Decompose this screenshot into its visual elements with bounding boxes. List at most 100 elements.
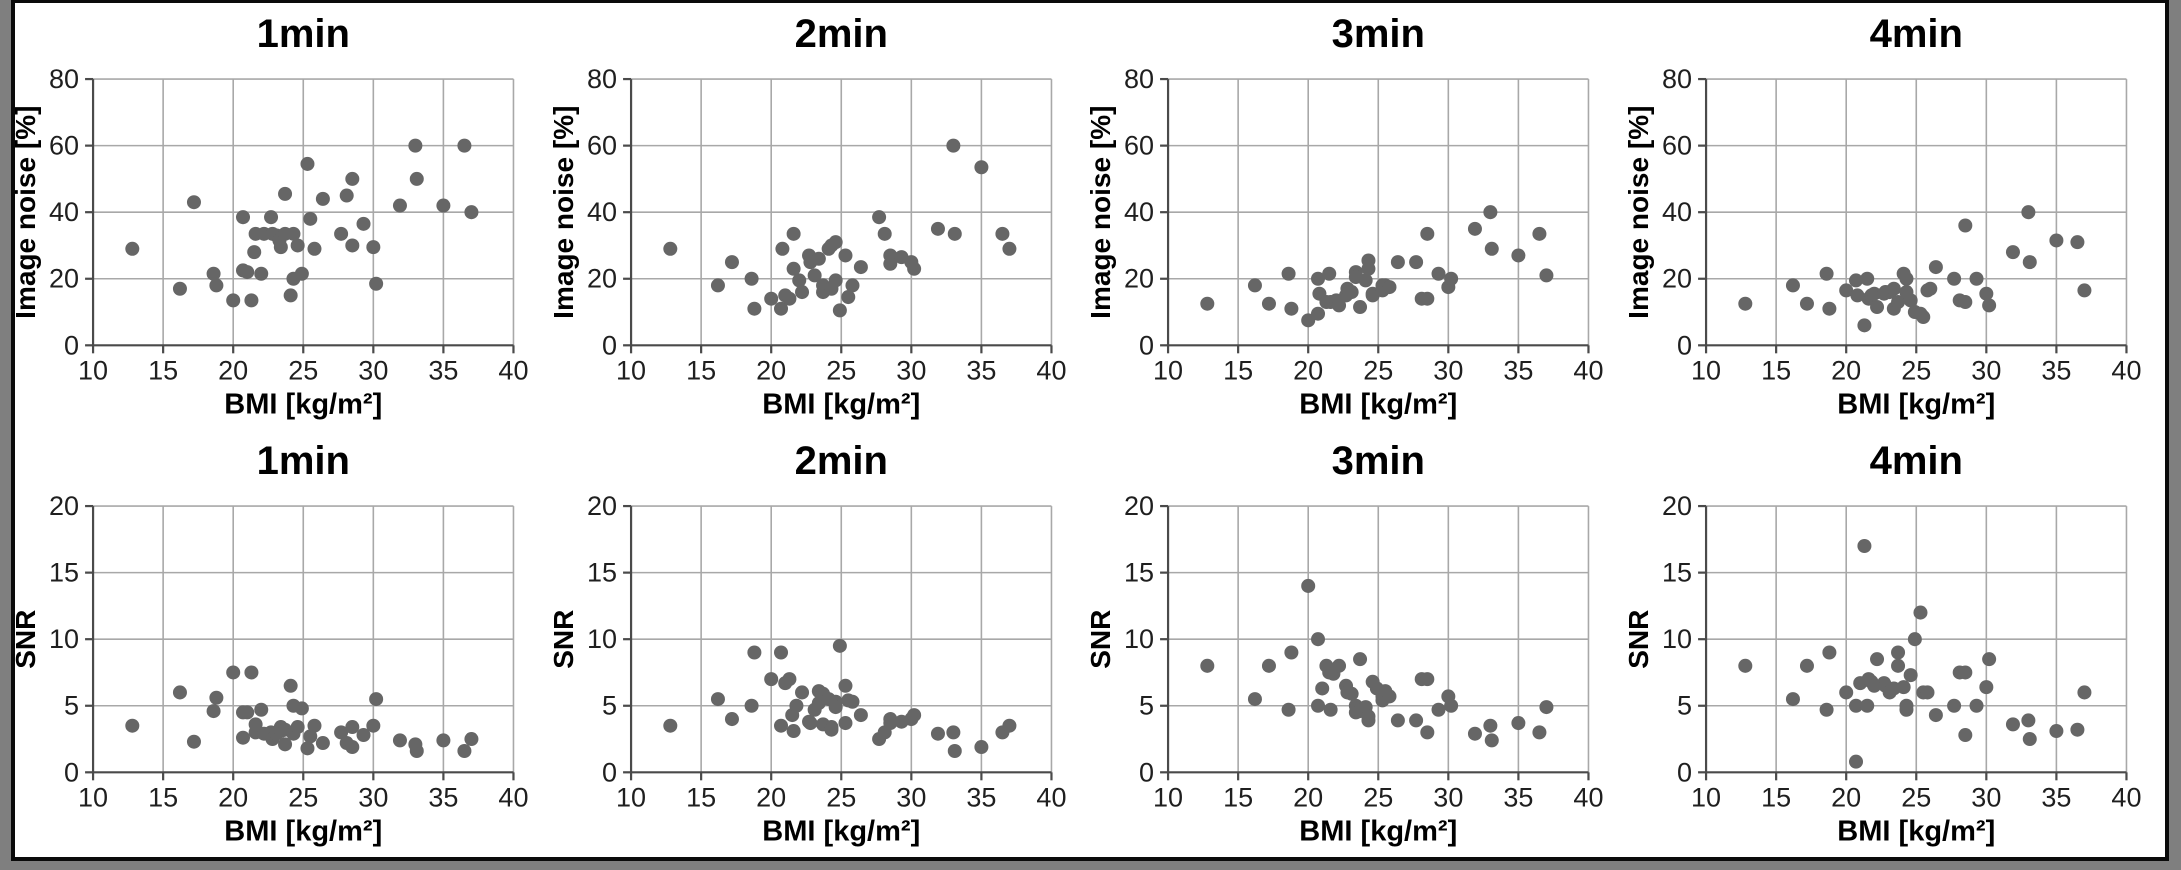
data-point (832, 639, 847, 654)
x-tick-label: 10 (1153, 355, 1183, 385)
x-tick-label: 20 (1293, 355, 1323, 385)
x-tick-label: 35 (966, 355, 996, 385)
y-tick-label: 0 (64, 758, 79, 788)
chart-cell-3min-snr: 0 5 10 15 20 10 15 20 25 30 35 40 3min BMI [kg/m²] SNR (1090, 430, 1628, 857)
x-tick-label: 30 (358, 783, 388, 813)
data-point (2069, 723, 2084, 738)
data-point (464, 732, 479, 747)
chart-title: 1min (257, 12, 350, 56)
data-point (1353, 652, 1368, 667)
y-tick-label: 80 (1661, 64, 1691, 94)
data-point (811, 251, 826, 266)
scatter-chart-1min-snr: 0 5 10 15 20 10 15 20 25 30 35 40 1min BMI [kg/m²] SNR (15, 439, 528, 847)
data-point (853, 708, 868, 723)
data-point (794, 285, 809, 300)
data-point (254, 266, 269, 281)
data-point (2076, 685, 2091, 700)
x-tick-label: 20 (1831, 355, 1861, 385)
data-point (1539, 700, 1554, 715)
data-point (1869, 652, 1884, 667)
chart-title: 4min (1869, 439, 1962, 483)
data-point (236, 731, 251, 746)
data-point (837, 716, 852, 731)
data-point (1903, 668, 1918, 683)
data-point (828, 235, 843, 250)
data-point (1001, 241, 1016, 256)
data-point (1866, 286, 1881, 301)
data-point (973, 160, 988, 175)
data-point (1890, 645, 1905, 660)
data-point (2005, 245, 2020, 260)
data-point (1898, 699, 1913, 714)
data-point (1484, 241, 1499, 256)
data-point (1431, 703, 1446, 718)
data-point (994, 226, 1009, 241)
x-tick-label: 40 (1573, 783, 1603, 813)
data-point (1344, 285, 1359, 300)
x-tick-label: 35 (1503, 355, 1533, 385)
data-point (186, 195, 201, 210)
data-point (744, 271, 759, 286)
data-point (1311, 306, 1326, 321)
data-point (457, 138, 472, 153)
data-point (1409, 713, 1424, 728)
x-tick-label: 25 (1901, 355, 1931, 385)
data-point (315, 736, 330, 751)
data-point (1799, 659, 1814, 674)
x-axis-title: BMI [kg/m²] (762, 388, 920, 420)
data-point (724, 712, 739, 727)
data-point (906, 708, 921, 723)
data-point (837, 248, 852, 263)
data-point (303, 211, 318, 226)
data-point (186, 735, 201, 750)
x-axis-title: BMI [kg/m²] (224, 388, 382, 420)
data-point (877, 226, 892, 241)
y-axis-title: Image noise [%] (1628, 106, 1654, 319)
data-point (1869, 300, 1884, 315)
data-point (409, 171, 424, 186)
scatter-chart-3min-snr: 0 5 10 15 20 10 15 20 25 30 35 40 3min BMI [kg/m²] SNR (1090, 439, 1603, 847)
data-point (828, 700, 843, 715)
y-tick-label: 5 (602, 691, 617, 721)
x-axis-title: BMI [kg/m²] (1837, 816, 1995, 848)
scatter-chart-2min-snr: 0 5 10 15 20 10 15 20 25 30 35 40 2min BMI [kg/m²] SNR (553, 439, 1066, 847)
data-point (1311, 271, 1326, 286)
data-point (1247, 278, 1262, 293)
x-tick-label: 20 (756, 355, 786, 385)
y-tick-label: 0 (1139, 758, 1154, 788)
data-point (1859, 271, 1874, 286)
y-tick-label: 60 (1124, 131, 1154, 161)
data-point (710, 278, 725, 293)
data-point (244, 665, 259, 680)
data-point (1919, 685, 1934, 700)
data-point (345, 740, 360, 755)
data-point (172, 281, 187, 296)
chart-cell-3min-image-noise: 0 20 40 60 80 10 15 20 25 30 35 40 3min BMI [kg/m²] Im… (1090, 3, 1628, 430)
data-point (244, 293, 259, 308)
y-axis-title: SNR (553, 610, 579, 669)
data-point (1821, 645, 1836, 660)
data-point (2048, 233, 2063, 248)
data-point (1483, 719, 1498, 734)
data-point (1737, 296, 1752, 311)
data-point (1323, 703, 1338, 718)
x-tick-label: 10 (1691, 355, 1721, 385)
data-point (1849, 288, 1864, 303)
y-tick-label: 0 (602, 330, 617, 360)
x-tick-label: 35 (428, 783, 458, 813)
data-point (300, 156, 315, 171)
data-point (1838, 283, 1853, 298)
data-point (1957, 218, 1972, 233)
data-point (781, 672, 796, 687)
x-tick-label: 15 (686, 783, 716, 813)
y-tick-label: 10 (1124, 625, 1154, 655)
x-tick-label: 30 (1971, 355, 2001, 385)
data-point (1420, 291, 1435, 306)
data-point (1311, 632, 1326, 647)
data-point (278, 186, 293, 201)
x-tick-label: 20 (1831, 783, 1861, 813)
data-point (786, 261, 801, 276)
data-point (1431, 266, 1446, 281)
data-point (1838, 685, 1853, 700)
y-tick-label: 5 (1677, 691, 1692, 721)
